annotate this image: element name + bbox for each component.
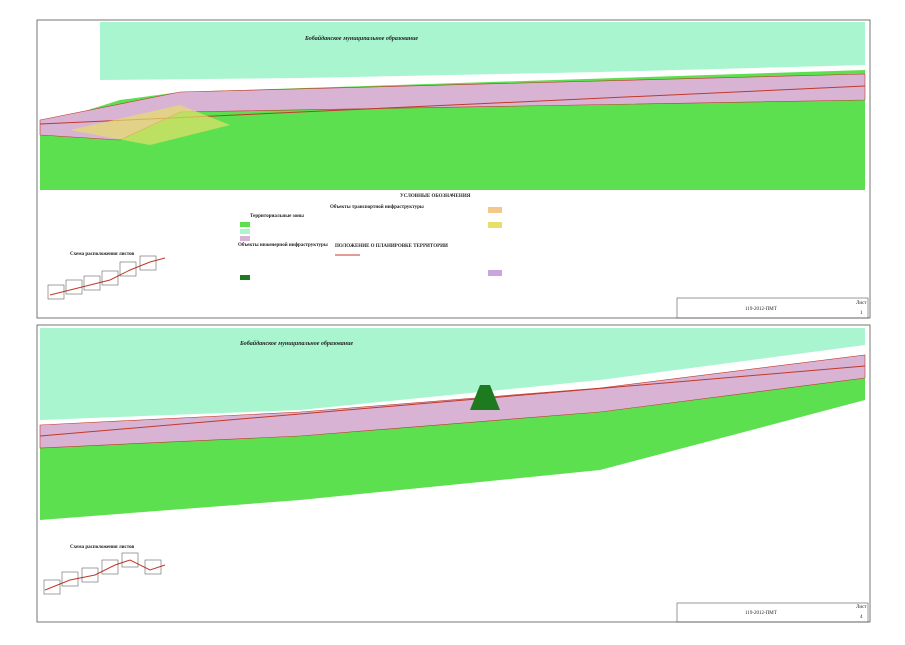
title-block xyxy=(676,602,869,623)
schema-title: Схема расположения листов xyxy=(70,252,134,257)
schema-title: Схема расположения листов xyxy=(70,545,134,550)
title-block xyxy=(676,297,869,319)
road-band xyxy=(39,73,866,141)
sheet-number: 4 xyxy=(860,615,863,620)
area xyxy=(470,385,500,410)
municipality: Бобайданское муниципальное образование xyxy=(304,35,418,42)
area xyxy=(70,105,230,145)
sheet-number: 1 xyxy=(860,311,863,316)
legend-swatch xyxy=(488,270,502,276)
schema-sheets xyxy=(43,552,162,595)
legend-heading: Территориальные зоны xyxy=(250,214,304,219)
legend-swatch xyxy=(240,275,250,280)
legend-heading: ПОЛОЖЕНИЕ О ПЛАНИРОВКЕ ТЕРРИТОРИИ xyxy=(335,244,448,249)
legend-swatch xyxy=(240,236,250,241)
zone-green xyxy=(40,375,865,520)
legend-swatch xyxy=(488,207,502,213)
schema-route xyxy=(44,559,166,591)
zone-mint xyxy=(40,328,865,420)
legend-swatch xyxy=(240,229,250,234)
legend-swatch xyxy=(240,222,250,227)
road-axis xyxy=(39,365,866,437)
code: 119-2012-ПМТ xyxy=(745,611,777,616)
schema-sheets xyxy=(47,255,157,300)
zone-mint xyxy=(100,22,865,80)
sheet-frame xyxy=(36,324,871,623)
schema-route xyxy=(49,257,166,296)
sheet-label: Лист xyxy=(856,301,867,306)
municipality: Бобайданское муниципальное образование xyxy=(239,340,353,347)
code: 119-2012-ПМТ xyxy=(745,307,777,312)
sheet-label: Лист xyxy=(856,605,867,610)
legend-heading: Объекты транспортной инфраструктуры xyxy=(330,205,424,210)
sheet-frame xyxy=(36,19,871,319)
legend-swatch xyxy=(488,222,502,228)
legend-heading: Объекты инженерной инфраструктуры xyxy=(238,243,328,248)
legend-title: УСЛОВНЫЕ ОБОЗНАЧЕНИЯ xyxy=(400,194,471,199)
